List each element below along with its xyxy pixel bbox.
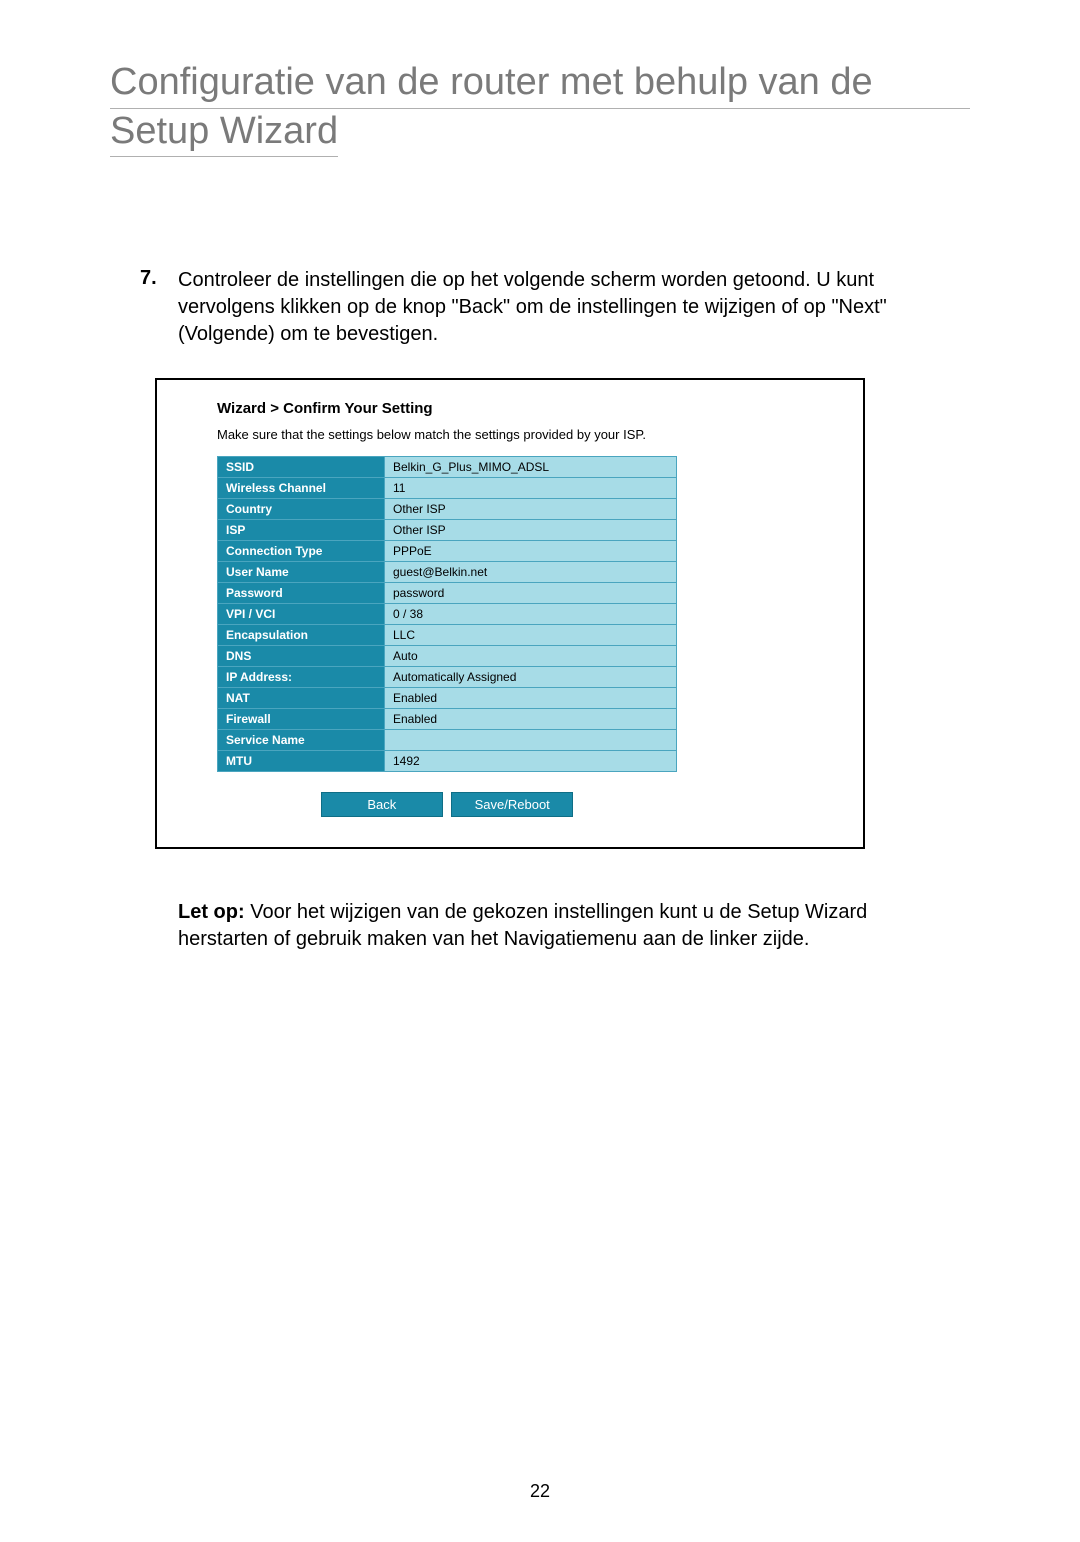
wizard-panel: Wizard > Confirm Your Setting Make sure … [155,378,865,849]
table-row: FirewallEnabled [218,709,677,730]
table-row: CountryOther ISP [218,499,677,520]
setting-label: ISP [218,520,385,541]
setting-label: Connection Type [218,541,385,562]
document-page: Configuratie van de router met behulp va… [0,0,1080,1542]
panel-subtitle: Make sure that the settings below match … [217,427,823,442]
page-number: 22 [0,1481,1080,1502]
table-row: Connection TypePPPoE [218,541,677,562]
setting-value: 1492 [385,751,677,772]
table-row: ISPOther ISP [218,520,677,541]
setting-label: DNS [218,646,385,667]
button-row: Back Save/Reboot [217,792,677,817]
setting-label: Encapsulation [218,625,385,646]
back-button[interactable]: Back [321,792,443,817]
save-reboot-button[interactable]: Save/Reboot [451,792,573,817]
table-row: Service Name [218,730,677,751]
table-row: Passwordpassword [218,583,677,604]
setting-label: Service Name [218,730,385,751]
table-row: Wireless Channel11 [218,478,677,499]
setting-value: password [385,583,677,604]
setting-label: Country [218,499,385,520]
page-title-line1: Configuratie van de router met behulp va… [110,60,970,109]
setting-label: NAT [218,688,385,709]
table-row: DNSAuto [218,646,677,667]
note-text: Voor het wijzigen van de gekozen instell… [178,901,867,950]
table-row: VPI / VCI0 / 38 [218,604,677,625]
setting-value: Enabled [385,709,677,730]
step-row: 7. Controleer de instellingen die op het… [140,267,970,348]
setting-label: MTU [218,751,385,772]
setting-label: Firewall [218,709,385,730]
setting-label: Wireless Channel [218,478,385,499]
page-title-line2: Setup Wizard [110,109,338,158]
setting-value: 11 [385,478,677,499]
setting-value: guest@Belkin.net [385,562,677,583]
setting-value: Auto [385,646,677,667]
setting-label: Password [218,583,385,604]
setting-label: VPI / VCI [218,604,385,625]
setting-value: Enabled [385,688,677,709]
table-row: EncapsulationLLC [218,625,677,646]
table-row: SSIDBelkin_G_Plus_MIMO_ADSL [218,457,677,478]
setting-value: Other ISP [385,520,677,541]
step-text: Controleer de instellingen die op het vo… [178,267,970,348]
setting-value: PPPoE [385,541,677,562]
settings-table: SSIDBelkin_G_Plus_MIMO_ADSLWireless Chan… [217,456,677,772]
setting-value [385,730,677,751]
note-paragraph: Let op: Voor het wijzigen van de gekozen… [178,899,938,953]
table-row: MTU1492 [218,751,677,772]
setting-value: 0 / 38 [385,604,677,625]
setting-label: IP Address: [218,667,385,688]
setting-label: SSID [218,457,385,478]
table-row: IP Address:Automatically Assigned [218,667,677,688]
setting-label: User Name [218,562,385,583]
note-bold: Let op: [178,901,245,923]
setting-value: Belkin_G_Plus_MIMO_ADSL [385,457,677,478]
panel-breadcrumb: Wizard > Confirm Your Setting [217,400,823,417]
step-number: 7. [140,267,178,348]
table-row: NATEnabled [218,688,677,709]
table-row: User Nameguest@Belkin.net [218,562,677,583]
setting-value: LLC [385,625,677,646]
setting-value: Automatically Assigned [385,667,677,688]
setting-value: Other ISP [385,499,677,520]
